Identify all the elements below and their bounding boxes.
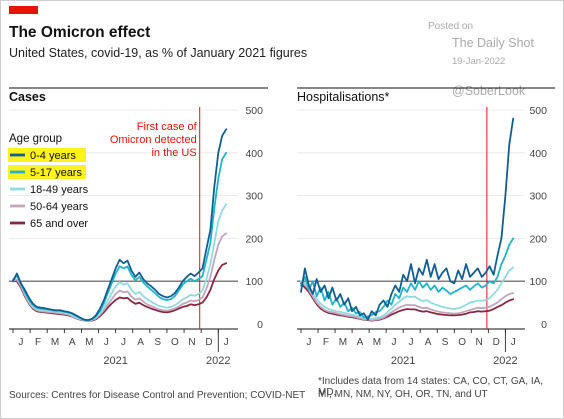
- y-tick-label: 100: [245, 276, 263, 288]
- states-note-line1: *Includes data from 14 states: CA, CO, C…: [318, 376, 544, 398]
- watermark-posted-on: Posted on: [428, 21, 474, 32]
- y-tick-label: 500: [245, 105, 263, 117]
- x-month-label: F: [35, 337, 41, 348]
- x-month-label: A: [137, 337, 144, 348]
- x-year-label: 2022: [493, 355, 517, 367]
- x-month-label: J: [121, 337, 126, 348]
- panel-title: Cases: [9, 90, 46, 104]
- watermark-site: The Daily Shot: [452, 36, 534, 50]
- legend-label: 65 and over: [30, 218, 88, 230]
- x-month-label: M: [339, 337, 347, 348]
- x-month-label: A: [69, 337, 76, 348]
- legend-title: Age group: [9, 133, 62, 145]
- x-month-label: A: [357, 337, 364, 348]
- x-month-label: S: [154, 337, 161, 348]
- legend-label: 50-64 years: [30, 201, 89, 213]
- y-tick-label: 200: [529, 233, 547, 245]
- y-tick-label: 300: [529, 191, 547, 203]
- legend-label: 5-17 years: [30, 167, 82, 179]
- x-year-label: 2022: [206, 355, 230, 367]
- y-tick-label: 200: [245, 233, 263, 245]
- x-month-label: N: [476, 337, 483, 348]
- x-month-label: M: [373, 337, 381, 348]
- series-line-50-64-years: [12, 232, 228, 322]
- y-tick-label: 0: [541, 319, 547, 331]
- x-month-label: A: [425, 337, 432, 348]
- x-month-label: J: [511, 337, 516, 348]
- omicron-annotation-text: Omicron detected: [110, 134, 197, 146]
- series-line-18-49-years: [12, 203, 228, 322]
- sources-note: Sources: Centres for Disease Control and…: [9, 390, 306, 401]
- omicron-annotation-text: in the US: [151, 147, 196, 159]
- series-line-0-4-years: [12, 128, 228, 322]
- series-line-50-64-years: [300, 280, 515, 322]
- page-subtitle: United States, covid-19, as % of January…: [9, 46, 308, 60]
- x-month-label: M: [85, 337, 93, 348]
- x-month-label: D: [493, 337, 500, 348]
- legend-highlight: [8, 148, 86, 162]
- x-month-label: J: [18, 337, 23, 348]
- x-month-label: J: [392, 337, 397, 348]
- series-line-65-and-over: [300, 282, 515, 322]
- x-month-label: J: [306, 337, 311, 348]
- x-month-label: M: [51, 337, 59, 348]
- y-tick-label: 300: [245, 191, 263, 203]
- omicron-annotation-text: First case of: [137, 121, 198, 133]
- x-year-label: 2021: [103, 355, 127, 367]
- x-month-label: D: [205, 337, 212, 348]
- panel-title: Hospitalisations*: [297, 90, 390, 104]
- x-month-label: J: [409, 337, 414, 348]
- y-tick-label: 400: [245, 148, 263, 160]
- legend-label: 18-49 years: [30, 184, 89, 196]
- x-month-label: S: [442, 337, 449, 348]
- states-note-line2: MI, MN, NM, NY, OH, OR, TN, and UT: [318, 389, 488, 400]
- x-month-label: F: [323, 337, 329, 348]
- x-year-label: 2021: [391, 355, 415, 367]
- y-tick-label: 500: [529, 105, 547, 117]
- x-month-label: J: [104, 337, 109, 348]
- legend-label: 0-4 years: [30, 150, 76, 162]
- legend-highlight: [8, 165, 86, 179]
- x-month-label: O: [171, 337, 179, 348]
- page-title: The Omicron effect: [9, 24, 151, 41]
- x-month-label: O: [458, 337, 466, 348]
- y-tick-label: 0: [257, 319, 263, 331]
- y-tick-label: 400: [529, 148, 547, 160]
- series-line-0-4-years: [300, 117, 515, 321]
- y-tick-label: 100: [529, 276, 547, 288]
- series-line-18-49-years: [300, 266, 515, 320]
- x-month-label: J: [224, 337, 229, 348]
- watermark-date: 19-Jan-2022: [452, 56, 506, 67]
- economist-red-tag: [9, 6, 38, 14]
- x-month-label: N: [188, 337, 195, 348]
